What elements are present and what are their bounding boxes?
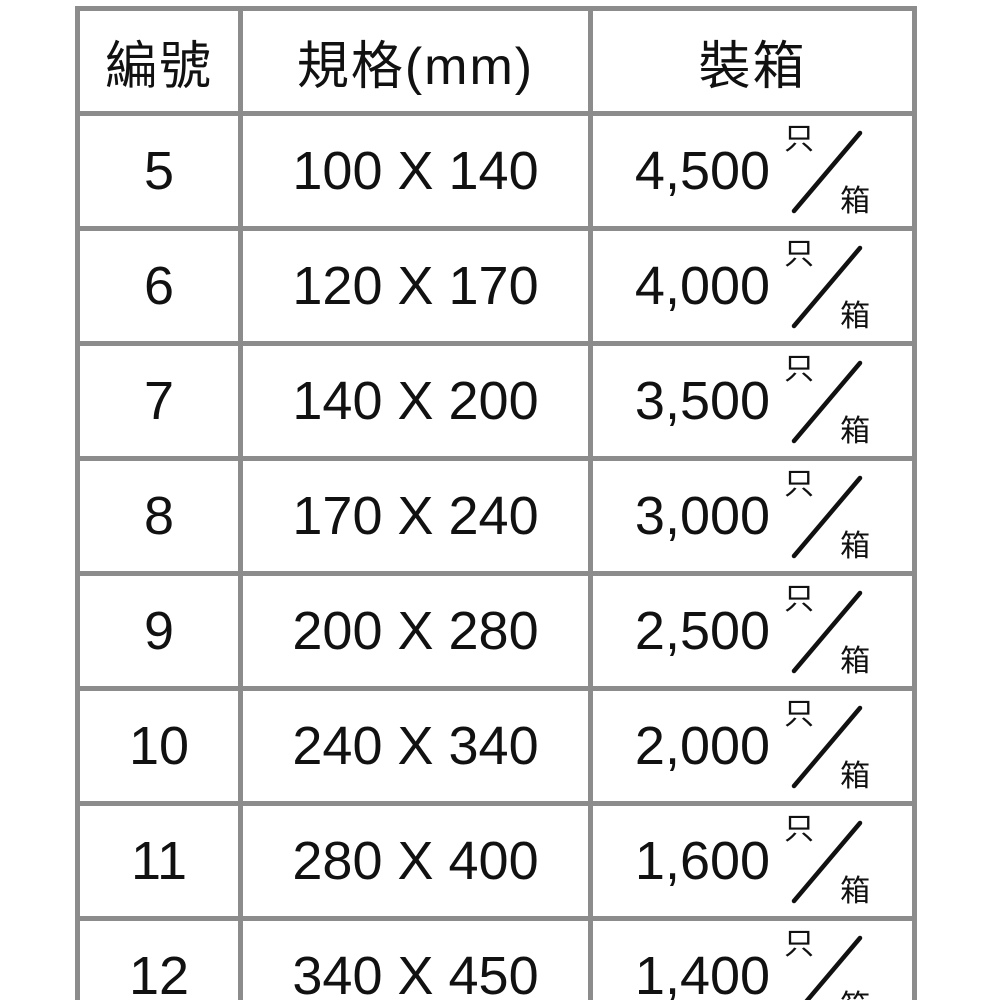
table-row: 12 340 X 450 1,400 只 箱 [75, 916, 917, 1000]
packing-value: 2,500 只 箱 [593, 583, 912, 678]
packing-cell: 2,000 只 箱 [588, 686, 917, 806]
packing-value: 4,500 只 箱 [593, 123, 912, 218]
unit-bottom-text: 箱 [840, 875, 871, 908]
per-box-unit: 只 箱 [784, 353, 871, 448]
packing-cell: 4,000 只 箱 [588, 226, 917, 346]
spec-cell: 170 X 240 [238, 456, 593, 576]
unit-top-text: 只 [784, 123, 815, 156]
spec-cell: 280 X 400 [238, 801, 593, 921]
quantity-text: 1,600 [634, 831, 771, 891]
unit-top-text: 只 [784, 928, 815, 961]
per-box-unit: 只 箱 [784, 468, 871, 563]
quantity-text: 3,500 [634, 371, 771, 431]
per-box-unit: 只 箱 [784, 123, 871, 218]
packing-value: 3,000 只 箱 [593, 468, 912, 563]
id-cell: 11 [75, 801, 243, 921]
id-cell: 10 [75, 686, 243, 806]
table-row: 8 170 X 240 3,000 只 箱 [75, 456, 917, 576]
packing-cell: 3,000 只 箱 [588, 456, 917, 576]
unit-bottom-text: 箱 [840, 185, 871, 218]
quantity-text: 4,000 [634, 256, 771, 316]
table-row: 10 240 X 340 2,000 只 箱 [75, 686, 917, 806]
per-box-unit: 只 箱 [784, 813, 871, 908]
packing-cell: 2,500 只 箱 [588, 571, 917, 691]
quantity-text: 2,000 [634, 716, 771, 776]
spec-cell: 100 X 140 [238, 111, 593, 231]
fraction-slash-icon [791, 245, 863, 329]
spec-cell: 240 X 340 [238, 686, 593, 806]
unit-top-text: 只 [784, 698, 815, 731]
unit-top-text: 只 [784, 468, 815, 501]
id-cell: 7 [75, 341, 243, 461]
id-cell: 12 [75, 916, 243, 1000]
header-pack: 裝箱 [588, 6, 917, 116]
per-box-unit: 只 箱 [784, 928, 870, 1000]
quantity-text: 4,500 [634, 141, 771, 201]
spec-cell: 120 X 170 [238, 226, 593, 346]
fraction-slash-icon [791, 475, 863, 559]
table-row: 5 100 X 140 4,500 只 箱 [75, 111, 917, 231]
id-cell: 9 [75, 571, 243, 691]
spec-table: 編號 規格(mm) 裝箱 5 100 X 140 4,500 只 箱 6 120… [75, 6, 917, 1000]
table-row: 9 200 X 280 2,500 只 箱 [75, 571, 917, 691]
packing-cell: 4,500 只 箱 [588, 111, 917, 231]
per-box-unit: 只 箱 [784, 698, 871, 793]
header-spec: 規格(mm) [238, 6, 593, 116]
packing-value: 4,000 只 箱 [593, 238, 912, 333]
packing-value: 1,400 只 箱 [593, 928, 912, 1000]
unit-top-text: 只 [784, 813, 815, 846]
packing-cell: 1,600 只 箱 [588, 801, 917, 921]
unit-bottom-text: 箱 [840, 760, 871, 793]
packing-value: 2,000 只 箱 [593, 698, 912, 793]
unit-bottom-text: 箱 [840, 992, 870, 1000]
id-cell: 5 [75, 111, 243, 231]
fraction-slash-icon [791, 820, 863, 904]
fraction-slash-icon [791, 705, 863, 789]
packing-cell: 1,400 只 箱 [588, 916, 917, 1000]
header-id: 編號 [75, 6, 243, 116]
id-cell: 8 [75, 456, 243, 576]
spec-cell: 340 X 450 [238, 916, 593, 1000]
per-box-unit: 只 箱 [784, 583, 871, 678]
table-header-row: 編號 規格(mm) 裝箱 [75, 6, 917, 116]
quantity-text: 1,400 [634, 946, 771, 1000]
unit-bottom-text: 箱 [840, 300, 871, 333]
packing-value: 3,500 只 箱 [593, 353, 912, 448]
table-row: 11 280 X 400 1,600 只 箱 [75, 801, 917, 921]
fraction-slash-icon [791, 360, 863, 444]
fraction-slash-icon [804, 935, 863, 1000]
unit-bottom-text: 箱 [840, 415, 871, 448]
id-cell: 6 [75, 226, 243, 346]
spec-cell: 200 X 280 [238, 571, 593, 691]
quantity-text: 2,500 [634, 601, 771, 661]
table-row: 7 140 X 200 3,500 只 箱 [75, 341, 917, 461]
spec-cell: 140 X 200 [238, 341, 593, 461]
unit-top-text: 只 [784, 238, 815, 271]
unit-bottom-text: 箱 [840, 530, 871, 563]
fraction-slash-icon [791, 130, 863, 214]
table-row: 6 120 X 170 4,000 只 箱 [75, 226, 917, 346]
unit-top-text: 只 [784, 583, 815, 616]
per-box-unit: 只 箱 [784, 238, 871, 333]
packing-cell: 3,500 只 箱 [588, 341, 917, 461]
unit-bottom-text: 箱 [840, 645, 871, 678]
quantity-text: 3,000 [634, 486, 771, 546]
unit-top-text: 只 [784, 353, 815, 386]
packing-value: 1,600 只 箱 [593, 813, 912, 908]
fraction-slash-icon [791, 590, 863, 674]
